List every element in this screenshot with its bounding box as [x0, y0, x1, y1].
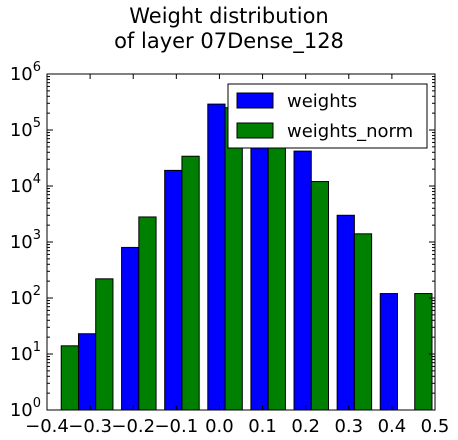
legend-swatch-weights — [236, 92, 274, 109]
chart-title-line-1: Weight distribution — [129, 4, 329, 28]
bar-weights_norm-8 — [414, 293, 433, 411]
bar-weights_norm-5 — [267, 118, 286, 411]
y-tick-label: 106 — [10, 60, 41, 85]
y-tick-label: 104 — [10, 172, 41, 197]
legend-label-weights: weights — [287, 91, 357, 112]
bar-weights-4 — [250, 119, 269, 411]
bar-weights_norm-6 — [310, 181, 330, 411]
bar-weights_norm-4 — [224, 107, 243, 411]
bar-weights-3 — [207, 103, 226, 411]
bar-weights-1 — [121, 246, 140, 411]
legend-label-weights_norm: weights_norm — [287, 121, 413, 142]
x-tick-label: 0.4 — [378, 416, 407, 437]
bar-weights-7 — [379, 293, 398, 411]
bar-weights_norm-2 — [138, 216, 157, 411]
y-tick-label: 102 — [10, 284, 41, 309]
y-tick-label: 100 — [10, 396, 41, 421]
x-tick-label: 0.3 — [334, 416, 363, 437]
x-tick-label: 0.1 — [248, 416, 277, 437]
x-tick-label: −0.2 — [111, 416, 155, 437]
bar-weights-0 — [77, 333, 97, 411]
bar-weights-5 — [293, 150, 312, 411]
x-tick-label: −0.1 — [154, 416, 198, 437]
legend-swatch-weights_norm — [236, 122, 274, 139]
y-tick-label: 101 — [10, 340, 41, 365]
x-tick-label: 0.2 — [291, 416, 320, 437]
x-tick-label: −0.4 — [25, 416, 69, 437]
bar-weights-2 — [164, 169, 183, 411]
x-tick-label: 0.5 — [421, 416, 450, 437]
x-tick-label: 0.0 — [205, 416, 234, 437]
bar-weights_norm-7 — [353, 233, 373, 411]
bar-weights_norm-1 — [95, 278, 114, 411]
y-tick-label: 105 — [10, 116, 41, 141]
chart-title-line-2: of layer 07Dense_128 — [114, 29, 344, 53]
y-tick-label: 103 — [10, 228, 41, 253]
bar-weights_norm-3 — [181, 155, 200, 411]
bar-weights-6 — [336, 214, 355, 411]
x-tick-label: −0.3 — [68, 416, 112, 437]
bar-weights_norm-0 — [60, 345, 79, 411]
